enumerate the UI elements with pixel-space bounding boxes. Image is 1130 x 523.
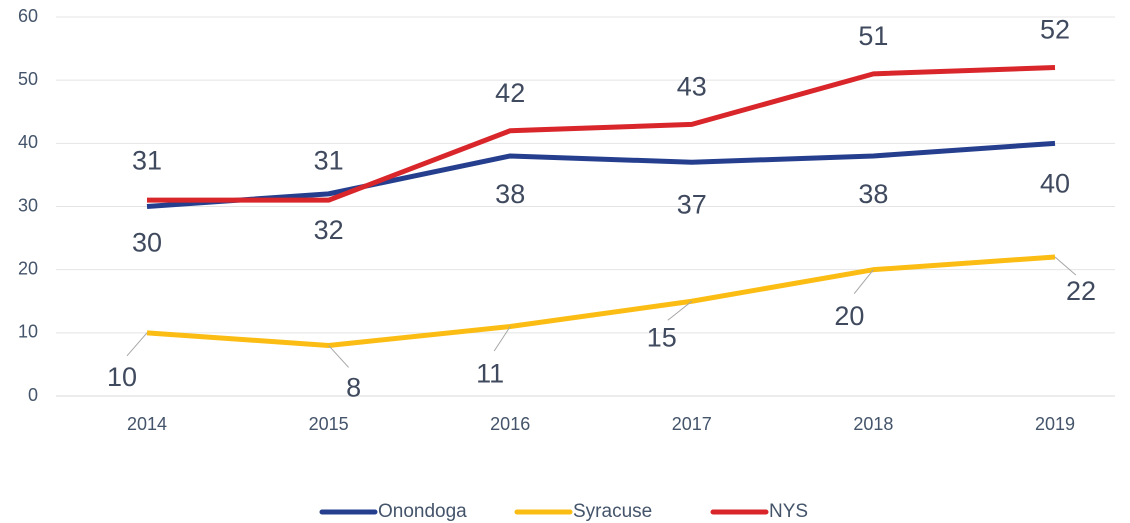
data-label: 38 bbox=[495, 179, 525, 209]
x-tick-label: 2014 bbox=[127, 414, 167, 434]
data-label: 22 bbox=[1066, 276, 1096, 306]
data-label: 31 bbox=[314, 145, 344, 175]
y-tick-label: 40 bbox=[18, 132, 38, 152]
data-label: 10 bbox=[107, 362, 137, 392]
y-tick-label: 20 bbox=[18, 258, 38, 278]
leader-line bbox=[126, 332, 148, 357]
data-label: 15 bbox=[647, 322, 677, 352]
x-tick-label: 2015 bbox=[309, 414, 349, 434]
leader-line bbox=[1054, 256, 1077, 276]
y-tick-label: 50 bbox=[18, 69, 38, 89]
data-label: 40 bbox=[1040, 168, 1070, 198]
data-label: 20 bbox=[834, 301, 864, 331]
data-label: 42 bbox=[495, 78, 525, 108]
legend-label: Syracuse bbox=[573, 501, 652, 522]
data-label: 11 bbox=[476, 359, 504, 389]
x-tick-label: 2017 bbox=[672, 414, 712, 434]
line-onondoga bbox=[146, 140, 1056, 209]
leader-line bbox=[493, 326, 511, 352]
y-tick-label: 0 bbox=[28, 385, 38, 405]
data-label: 52 bbox=[1040, 15, 1070, 45]
line-nys bbox=[147, 65, 1056, 203]
leader-line bbox=[853, 269, 874, 294]
x-tick-label: 2018 bbox=[853, 414, 893, 434]
x-tick-label: 2019 bbox=[1035, 414, 1075, 434]
y-tick-label: 10 bbox=[18, 322, 38, 342]
leader-line bbox=[328, 345, 349, 368]
x-tick-label: 2016 bbox=[490, 414, 530, 434]
data-label: 38 bbox=[858, 179, 888, 209]
y-tick-label: 30 bbox=[18, 195, 38, 215]
legend-label: NYS bbox=[769, 501, 808, 522]
line-syracuse bbox=[146, 254, 1056, 348]
data-label: 8 bbox=[346, 373, 361, 403]
y-tick-label: 60 bbox=[18, 6, 38, 26]
legend-label: Onondoga bbox=[378, 501, 467, 522]
data-label: 32 bbox=[314, 215, 344, 245]
data-label: 43 bbox=[677, 72, 707, 102]
data-label: 31 bbox=[132, 145, 162, 175]
data-label: 51 bbox=[858, 21, 888, 51]
leader-line bbox=[667, 300, 693, 321]
data-label: 37 bbox=[677, 189, 707, 219]
data-label: 30 bbox=[132, 228, 162, 258]
